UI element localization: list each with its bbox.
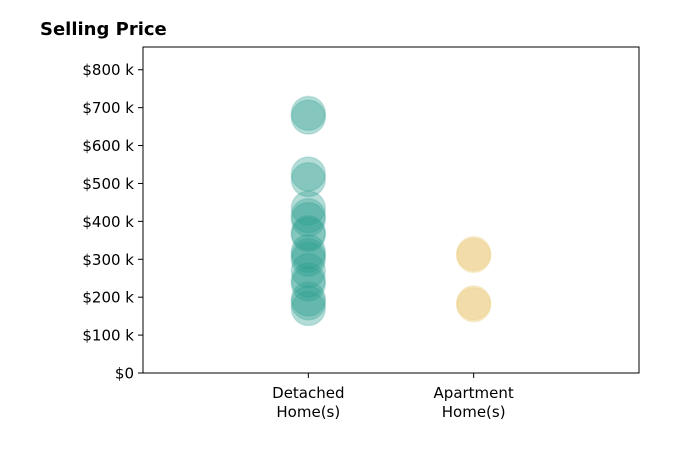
data-point	[290, 252, 327, 289]
data-point	[290, 233, 327, 270]
data-point	[455, 235, 492, 272]
data-point	[290, 216, 327, 253]
y-tick-label: $400 k	[82, 213, 134, 231]
y-tick-label: $700 k	[82, 99, 134, 117]
y-tick-label: $200 k	[82, 289, 134, 307]
data-point	[455, 285, 492, 321]
data-point	[290, 285, 327, 321]
x-tick-label: Home(s)	[442, 403, 506, 421]
y-tick-label: $300 k	[82, 251, 134, 269]
x-tick-label: Apartment	[434, 384, 514, 402]
y-axis: $0 $100 k $200 k $300 k $400 k $500 k $600 k $7…	[82, 61, 143, 383]
x-tick-label: Home(s)	[276, 403, 340, 421]
data-point	[290, 266, 327, 302]
y-tick-label: $100 k	[82, 327, 134, 345]
data-points	[290, 95, 492, 327]
data-point	[455, 237, 492, 274]
data-point	[290, 237, 327, 274]
data-point	[290, 161, 327, 198]
data-point	[290, 95, 327, 132]
data-point	[290, 241, 327, 278]
data-point	[290, 214, 327, 251]
plot-frame	[142, 46, 640, 374]
data-point	[290, 156, 327, 192]
y-tick-label: $600 k	[82, 137, 134, 155]
y-tick-label: $800 k	[82, 61, 134, 79]
data-point	[290, 99, 327, 135]
data-point	[290, 197, 327, 234]
data-point	[290, 262, 327, 298]
data-point	[290, 190, 327, 226]
y-tick-label: $0	[115, 365, 134, 383]
data-point	[290, 201, 327, 238]
chart-title: Selling Price	[40, 19, 167, 40]
data-point	[290, 290, 327, 327]
y-tick-label: $500 k	[82, 175, 134, 193]
data-point	[290, 281, 327, 317]
data-point	[455, 287, 492, 323]
x-tick-label: Detached	[272, 384, 344, 402]
